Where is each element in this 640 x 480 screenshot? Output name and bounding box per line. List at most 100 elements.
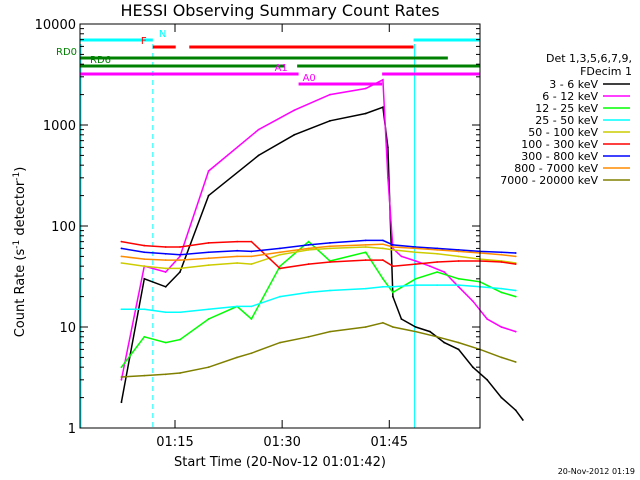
ylabel-end: ) <box>13 167 28 172</box>
series-point <box>414 277 417 280</box>
series-point <box>391 247 394 250</box>
series-point <box>257 154 260 157</box>
series-point <box>329 289 331 292</box>
series-point <box>120 255 123 258</box>
series-point <box>329 330 331 333</box>
ylabel-mid: detector <box>13 180 28 240</box>
series-point <box>120 376 123 378</box>
series-point <box>514 330 517 333</box>
series-point <box>329 242 331 244</box>
series-point <box>386 176 389 179</box>
series-point <box>386 146 389 149</box>
series-point <box>364 87 367 90</box>
series-point <box>329 245 331 248</box>
series-point <box>179 255 181 258</box>
series-point <box>500 356 503 359</box>
series-point <box>179 372 181 374</box>
series-point <box>414 251 417 254</box>
series-point <box>436 247 439 250</box>
series-point <box>436 271 439 273</box>
series-point <box>179 338 181 341</box>
series-point <box>236 249 239 252</box>
series-point <box>179 271 181 273</box>
series-point <box>207 318 210 320</box>
series-point <box>486 318 489 320</box>
legend-entry-label: 50 - 100 keV <box>528 126 598 139</box>
series-point <box>164 373 167 376</box>
series-point <box>179 267 181 270</box>
series-point <box>257 128 260 131</box>
legend-entry-label: 25 - 50 keV <box>535 114 598 127</box>
series-point <box>236 262 239 264</box>
series-point <box>391 295 394 298</box>
series-layer <box>120 78 524 421</box>
series-point <box>457 260 460 262</box>
series-point <box>391 285 394 288</box>
series-point <box>207 251 210 254</box>
flag-label-rd0: RD0 <box>56 47 77 58</box>
series-point <box>120 366 123 369</box>
series-point <box>236 255 239 258</box>
legend-header-1: Det 1,3,5,6,7,9, <box>546 52 632 65</box>
series-point <box>391 243 394 246</box>
series-point <box>279 251 281 254</box>
chart-title: HESSI Observing Summary Count Rates <box>120 1 439 20</box>
series-point <box>329 119 331 122</box>
series-point <box>391 291 394 294</box>
series-point <box>429 330 431 333</box>
series-point <box>307 243 310 246</box>
series-point <box>364 287 367 290</box>
series-point <box>279 253 281 256</box>
y-axis-label: Count Rate (s-1 detector-1) <box>12 167 28 338</box>
flags-layer: N F RD0 RD6 A1 A0 <box>56 29 480 86</box>
x-tick-label: 01:15 <box>156 435 193 450</box>
series-point <box>250 263 253 265</box>
series-point <box>279 267 281 270</box>
y-tick-label: 10000 <box>35 18 76 33</box>
series-point <box>436 248 439 251</box>
series-point <box>250 255 253 258</box>
ylabel-sup2: -1 <box>12 172 22 181</box>
series-point <box>279 247 281 250</box>
legend-entry-label: 12 - 25 keV <box>535 102 598 115</box>
flag-label-rd6: RD6 <box>90 55 111 66</box>
series-point <box>514 263 517 265</box>
series-point <box>307 248 310 251</box>
series-point <box>436 252 439 255</box>
legend-header-2: FDecim 1 <box>580 65 632 78</box>
series-point <box>514 289 517 292</box>
series-point <box>179 253 181 256</box>
series-point <box>164 271 167 273</box>
series-point <box>164 259 167 261</box>
flag-label-n: N <box>159 29 166 40</box>
series-point <box>179 311 181 314</box>
series-point <box>364 239 367 242</box>
series-point <box>207 264 210 267</box>
x-tick-label: 01:30 <box>263 435 300 450</box>
series-point <box>120 247 123 250</box>
series-point <box>329 247 331 250</box>
series-point <box>429 265 431 268</box>
series-point <box>436 261 439 263</box>
series-point <box>364 243 367 246</box>
axes-layer: 1 10 100 1000 10000 01:15 01:30 01:45 <box>35 18 481 450</box>
series-point <box>443 341 446 344</box>
series-point <box>391 248 394 251</box>
series-point <box>414 247 417 250</box>
series-point <box>143 251 146 254</box>
series-point <box>143 308 146 311</box>
series-point <box>307 247 310 250</box>
series-point <box>391 326 394 328</box>
y-tick-label: 1000 <box>43 119 76 134</box>
series-point <box>164 246 167 248</box>
series-point <box>457 285 460 288</box>
series-point <box>120 308 123 311</box>
series-point <box>164 252 167 255</box>
series-point <box>236 356 239 359</box>
series-point <box>293 133 296 136</box>
series-point <box>143 258 146 261</box>
series-point <box>179 259 181 261</box>
series-point <box>414 326 417 328</box>
series-point <box>364 112 367 115</box>
